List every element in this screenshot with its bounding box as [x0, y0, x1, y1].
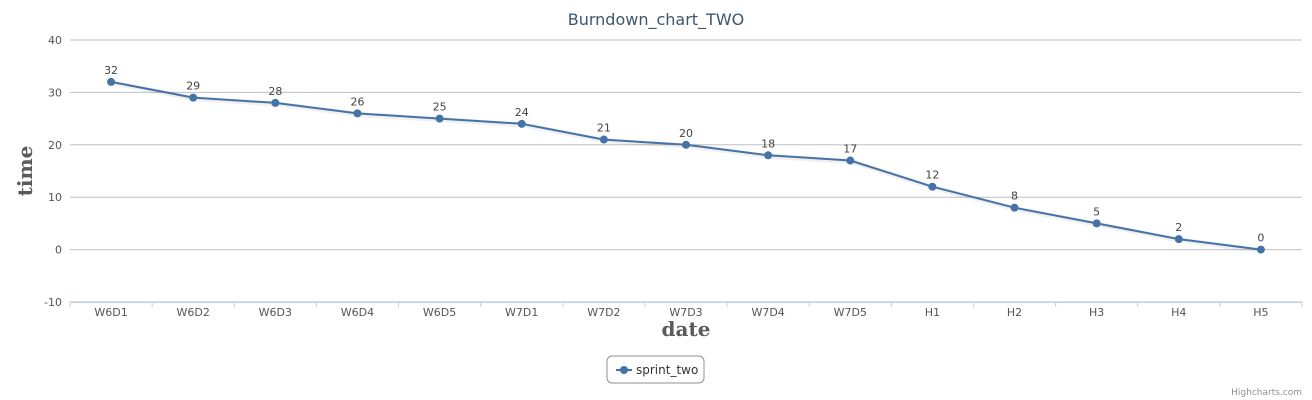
data-label: 5: [1093, 205, 1100, 218]
x-tick-label: H4: [1171, 306, 1186, 319]
data-label: 0: [1257, 232, 1264, 245]
data-point[interactable]: [107, 77, 116, 86]
x-tick-label: W6D1: [94, 306, 127, 319]
data-point[interactable]: [1092, 219, 1101, 228]
data-label: 28: [268, 85, 282, 98]
data-point[interactable]: [517, 119, 526, 128]
data-point[interactable]: [189, 93, 198, 102]
credits-link[interactable]: Highcharts.com: [1231, 388, 1302, 398]
y-tick-label: 20: [48, 139, 62, 152]
x-tick-label: W6D5: [423, 306, 456, 319]
y-axis-ticks: -10 0 10 20 30 40: [44, 34, 62, 309]
x-tick-label: W7D1: [505, 306, 538, 319]
x-axis-ticks: W6D1 W6D2 W6D3 W6D4 W6D5 W7D1 W7D2 W7D3 W7D4 W7D5…: [69, 302, 1303, 319]
chart-title: Burndown_chart_TWO: [568, 10, 745, 30]
x-tick-label: H2: [1007, 306, 1022, 319]
data-label: 25: [433, 101, 447, 114]
data-label: 29: [186, 80, 200, 93]
data-label: 20: [679, 127, 693, 140]
data-label: 24: [515, 106, 529, 119]
x-axis-title: date: [662, 317, 711, 341]
x-tick-label: W6D2: [177, 306, 210, 319]
data-point[interactable]: [271, 98, 280, 107]
data-label: 18: [761, 137, 775, 150]
data-label: 2: [1175, 221, 1182, 234]
x-tick-label: H5: [1253, 306, 1268, 319]
x-tick-label: W6D4: [341, 306, 374, 319]
data-point[interactable]: [1010, 203, 1019, 212]
y-tick-label: -10: [44, 296, 62, 309]
y-tick-label: 10: [48, 191, 62, 204]
data-point[interactable]: [846, 156, 855, 165]
x-tick-label: W6D3: [259, 306, 292, 319]
data-point[interactable]: [435, 114, 444, 123]
data-point[interactable]: [1174, 235, 1183, 244]
data-label: 17: [843, 143, 857, 156]
data-label: 12: [925, 169, 939, 182]
data-point[interactable]: [928, 182, 937, 191]
y-tick-label: 30: [48, 86, 62, 99]
data-point[interactable]: [353, 109, 362, 118]
legend-series-marker: [620, 366, 628, 374]
legend[interactable]: sprint_two: [606, 355, 705, 384]
y-axis-title: time: [13, 146, 37, 197]
y-tick-label: 0: [55, 244, 62, 257]
y-tick-label: 40: [48, 34, 62, 47]
legend-box: [606, 355, 705, 384]
data-point[interactable]: [1256, 245, 1265, 254]
x-tick-label: W7D2: [587, 306, 620, 319]
x-tick-label: W7D4: [751, 306, 784, 319]
data-label: 26: [350, 95, 364, 108]
x-tick-label: W7D5: [834, 306, 867, 319]
legend-item-sprint-two[interactable]: sprint_two: [636, 363, 698, 377]
data-label: 8: [1011, 190, 1018, 203]
x-tick-label: W7D3: [669, 306, 702, 319]
data-point[interactable]: [682, 140, 690, 149]
data-point[interactable]: [599, 135, 608, 144]
data-label: 32: [104, 64, 118, 77]
x-tick-label: H1: [925, 306, 940, 319]
x-tick-label: H3: [1089, 306, 1104, 319]
data-label: 21: [597, 122, 611, 135]
data-point[interactable]: [764, 151, 773, 160]
